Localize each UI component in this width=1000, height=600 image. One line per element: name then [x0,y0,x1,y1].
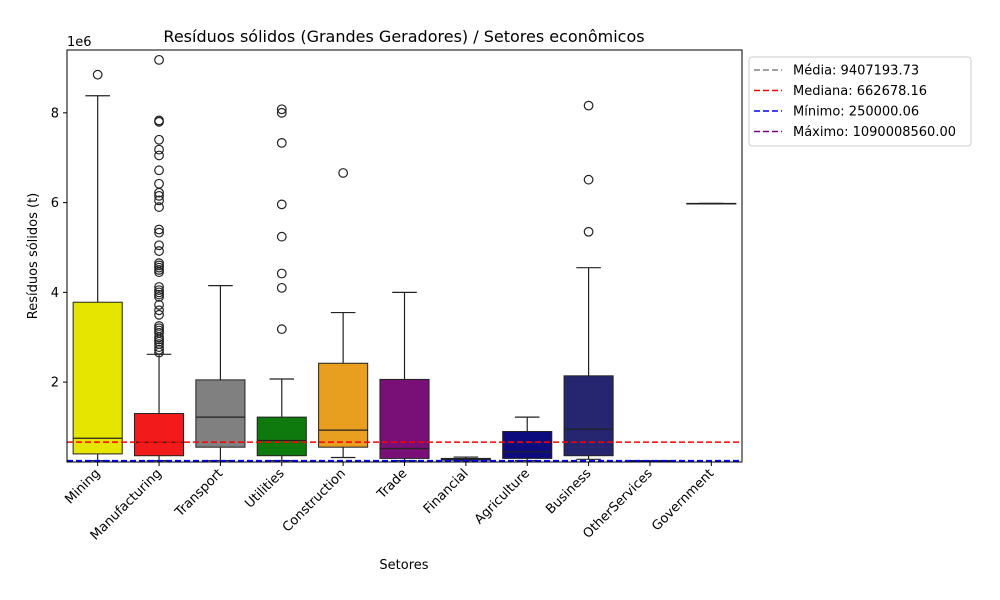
outlier-point [154,202,164,212]
box-mining [72,69,123,462]
box-transport [195,285,246,462]
outlier-point [276,324,287,335]
box-iqr [195,379,246,448]
outlier-point [276,231,287,242]
outlier-point [154,150,164,161]
outlier-point [154,309,164,320]
box-iqr [72,301,123,455]
outlier-point [154,224,164,235]
x-tick-label: Government [649,466,717,534]
outlier-point [154,344,164,355]
y-offset-label: 1e6 [67,35,92,50]
y-tick-label: 6 [51,196,59,211]
outlier-point [583,174,594,185]
outlier-point [154,246,164,256]
reference-lines [67,50,742,462]
x-tick-label: Agriculture [472,466,533,527]
x-axis-label: Setores [379,558,428,573]
outlier-point [583,226,594,237]
box-iqr [379,378,430,459]
x-tick-label: Construction [280,466,349,535]
legend-frame [748,56,972,147]
outlier-point [154,116,164,127]
outlier-point [154,144,164,155]
outlier-point [276,268,287,279]
outlier-point [154,282,164,292]
y-tick-label: 8 [51,106,59,121]
box-iqr [318,362,369,448]
y-tick-label: 2 [51,376,59,391]
outlier-point [154,347,164,358]
outlier-point [338,168,349,178]
chart-title: Resíduos sólidos (Grandes Geradores) / S… [163,27,644,46]
outlier-point [154,342,164,353]
box-government [686,202,737,205]
box-manufacturing [134,54,185,462]
outlier-point [583,100,594,111]
x-tick-label: Utilities [242,466,287,511]
plot-frame [66,49,743,463]
box-iqr [502,430,553,459]
legend-label: Média: 9407193.73 [793,64,919,79]
outlier-point [154,187,164,198]
box-iqr [134,413,185,457]
outlier-point [154,240,164,251]
outlier-point [154,178,164,189]
legend: Média: 9407193.73 Mediana: 662678.16 Mínim… [748,56,972,147]
x-tick-label: Financial [421,466,472,517]
outlier-point [154,195,164,206]
outlier-point [276,138,287,148]
outlier-point [276,282,287,293]
x-tick-label: Business [543,466,594,517]
legend-label: Máximo: 1090008560.00 [793,125,956,140]
box-agriculture [502,416,553,462]
x-tick-label: Transport [172,466,226,520]
legend-label: Mediana: 662678.16 [793,84,927,99]
box-iqr [256,416,307,457]
outlier-point [276,104,287,115]
outlier-point [276,107,287,118]
outlier-point [154,54,164,65]
x-tick-label: Mining [62,466,103,507]
outlier-point [154,227,164,238]
box-otherservices [624,460,676,462]
outlier-point [92,69,103,80]
outlier-point [154,165,164,176]
box-iqr [563,375,614,457]
outlier-point [154,305,164,316]
box-trade [379,291,430,462]
box-business [563,100,614,460]
outlier-point [154,134,164,145]
outlier-point [154,300,164,310]
legend-label: Mínimo: 250000.06 [793,105,919,120]
y-tick-label: 4 [51,286,59,301]
outlier-point [154,190,164,201]
outlier-point [154,267,164,278]
x-tick-label: Trade [374,466,410,502]
y-axis-label: Resíduos sólidos (t) [26,193,41,319]
outlier-point [276,199,287,210]
box-utilities [256,104,307,462]
box-construction [318,168,369,459]
